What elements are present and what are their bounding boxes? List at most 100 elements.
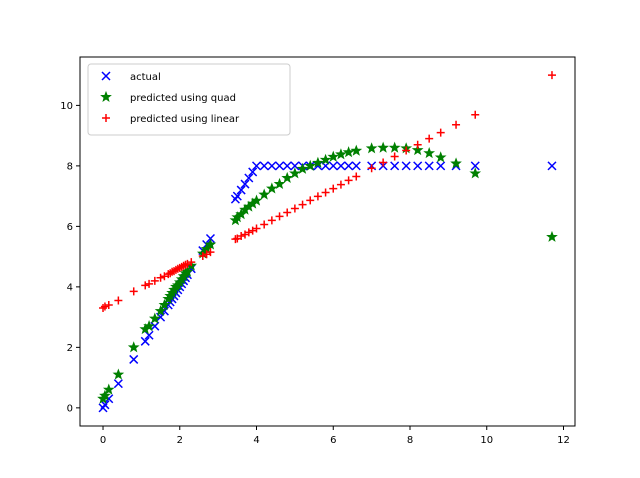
data-point	[423, 147, 436, 159]
x-tick-label: 2	[177, 435, 183, 446]
y-tick-label: 0	[67, 403, 73, 414]
data-point	[546, 230, 558, 242]
data-point	[235, 208, 248, 220]
legend-label: predicted using quad	[130, 93, 236, 104]
data-point	[250, 194, 263, 206]
data-point	[336, 161, 346, 171]
data-point	[319, 153, 332, 165]
data-point	[198, 252, 207, 261]
data-point	[156, 273, 165, 282]
data-point	[424, 161, 434, 171]
legend-item-predicted-using-quad: predicted using quad	[100, 90, 236, 104]
data-point	[352, 172, 361, 181]
data-point	[390, 152, 399, 161]
data-point	[99, 389, 111, 401]
data-point	[104, 301, 113, 310]
legend-label: actual	[130, 72, 161, 83]
data-point	[237, 232, 246, 241]
data-point	[547, 71, 556, 80]
data-point	[321, 188, 330, 197]
legend-item-predicted-using-linear: predicted using linear	[102, 114, 240, 125]
data-point	[388, 141, 401, 153]
series-actual	[98, 161, 557, 413]
data-point	[329, 184, 338, 193]
x-tick-label: 6	[330, 435, 336, 446]
data-point	[187, 258, 196, 267]
data-point	[129, 354, 139, 364]
data-point	[148, 312, 161, 324]
data-point	[266, 182, 278, 194]
data-point	[127, 341, 140, 353]
data-point	[304, 159, 317, 171]
data-point	[267, 161, 277, 171]
data-point	[327, 150, 340, 162]
data-point	[436, 161, 446, 171]
data-point	[328, 161, 338, 171]
data-point	[351, 161, 361, 171]
data-point	[145, 279, 154, 288]
data-point	[143, 320, 155, 332]
data-point	[413, 140, 422, 149]
data-point	[183, 259, 192, 268]
data-point	[344, 161, 354, 171]
data-point	[547, 161, 557, 171]
data-point	[144, 330, 154, 340]
data-point	[425, 134, 434, 143]
data-point	[100, 400, 110, 410]
y-tick-label: 10	[60, 101, 73, 112]
data-point	[289, 167, 301, 179]
data-point	[259, 161, 269, 171]
axes-frame	[79, 56, 576, 427]
data-point	[469, 167, 482, 179]
data-point	[365, 142, 378, 154]
series-predicted-using-quad	[97, 141, 558, 404]
data-point	[240, 179, 250, 189]
data-point	[102, 383, 115, 395]
data-point	[260, 220, 269, 229]
data-point	[436, 128, 445, 137]
data-point	[296, 162, 309, 174]
data-point	[402, 146, 411, 155]
series-predicted-using-linear	[99, 71, 556, 313]
data-point	[281, 171, 294, 183]
data-point	[283, 208, 292, 217]
data-point	[434, 151, 447, 163]
data-point	[150, 321, 160, 331]
data-point	[154, 304, 167, 317]
data-point	[141, 281, 150, 290]
data-point	[140, 336, 150, 346]
y-tick-label: 4	[67, 282, 73, 293]
y-axis: 0 2 4 6 8 10	[60, 101, 80, 414]
x-tick-label: 0	[100, 435, 106, 446]
data-point	[244, 173, 254, 183]
data-point	[252, 224, 261, 233]
data-point	[204, 238, 217, 250]
data-point	[273, 177, 286, 190]
y-tick-label: 8	[67, 161, 73, 172]
data-point	[413, 161, 423, 171]
data-point	[232, 191, 242, 201]
data-point	[150, 276, 159, 285]
data-point	[390, 161, 400, 171]
data-point	[335, 148, 347, 160]
data-point	[275, 212, 284, 221]
legend-item-actual: actual	[101, 71, 161, 83]
data-point	[258, 188, 271, 200]
data-point	[251, 161, 262, 171]
data-point	[367, 164, 376, 173]
data-point	[206, 248, 215, 257]
data-point	[450, 157, 462, 169]
data-point	[114, 296, 123, 305]
x-tick-label: 12	[557, 435, 570, 446]
data-point	[411, 144, 424, 156]
data-point	[313, 192, 322, 201]
legend-label: predicted using linear	[130, 114, 240, 125]
data-point	[298, 200, 307, 209]
x-tick-label: 8	[407, 435, 413, 446]
data-point	[344, 176, 353, 185]
data-point	[470, 161, 480, 171]
data-point	[306, 196, 315, 205]
data-point	[113, 379, 123, 389]
data-point	[267, 216, 276, 225]
